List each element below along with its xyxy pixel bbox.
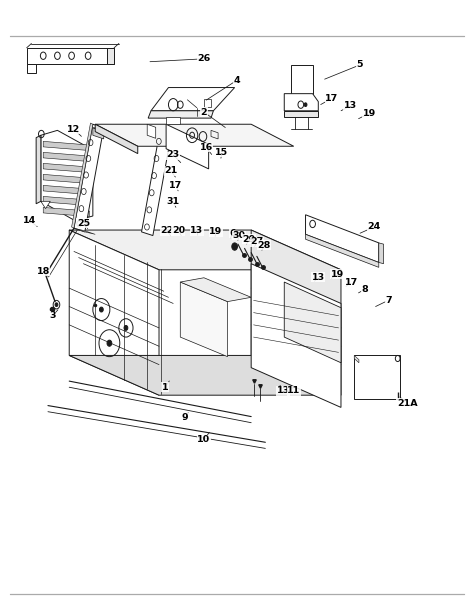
Polygon shape bbox=[93, 128, 172, 132]
Polygon shape bbox=[27, 48, 114, 64]
Text: 31: 31 bbox=[167, 197, 180, 206]
Text: 7: 7 bbox=[385, 296, 392, 305]
Text: 13: 13 bbox=[312, 273, 325, 281]
Polygon shape bbox=[93, 128, 104, 139]
Polygon shape bbox=[107, 48, 114, 64]
Polygon shape bbox=[43, 185, 90, 194]
Polygon shape bbox=[251, 230, 341, 395]
Text: 10: 10 bbox=[197, 435, 210, 444]
Text: 9: 9 bbox=[182, 413, 188, 422]
Polygon shape bbox=[292, 65, 313, 94]
Text: 19: 19 bbox=[330, 270, 344, 278]
Polygon shape bbox=[306, 215, 379, 262]
Polygon shape bbox=[95, 124, 294, 147]
Polygon shape bbox=[284, 111, 318, 117]
Text: 24: 24 bbox=[367, 223, 381, 232]
Polygon shape bbox=[72, 123, 93, 228]
Polygon shape bbox=[379, 243, 383, 264]
Polygon shape bbox=[43, 164, 90, 172]
Polygon shape bbox=[142, 128, 172, 235]
Polygon shape bbox=[151, 88, 235, 111]
Polygon shape bbox=[43, 196, 90, 205]
Text: 17: 17 bbox=[325, 94, 338, 103]
Text: 25: 25 bbox=[77, 219, 90, 228]
Polygon shape bbox=[147, 124, 156, 139]
Polygon shape bbox=[306, 234, 379, 267]
Text: 19: 19 bbox=[209, 227, 222, 237]
Text: 23: 23 bbox=[167, 150, 180, 159]
Text: 13: 13 bbox=[277, 386, 290, 395]
Text: 16: 16 bbox=[200, 143, 213, 152]
Polygon shape bbox=[95, 124, 138, 154]
Polygon shape bbox=[166, 117, 180, 124]
Text: 14: 14 bbox=[23, 216, 36, 226]
Text: 26: 26 bbox=[197, 55, 210, 63]
Text: 27: 27 bbox=[250, 237, 264, 246]
Polygon shape bbox=[43, 142, 90, 151]
Text: 30: 30 bbox=[233, 231, 246, 240]
Text: 17: 17 bbox=[345, 278, 358, 286]
Polygon shape bbox=[354, 356, 359, 363]
Text: 4: 4 bbox=[234, 75, 240, 85]
Text: 5: 5 bbox=[356, 61, 363, 69]
Polygon shape bbox=[166, 124, 209, 169]
Circle shape bbox=[107, 340, 112, 346]
Circle shape bbox=[100, 307, 103, 312]
Text: 8: 8 bbox=[361, 285, 368, 294]
Polygon shape bbox=[354, 356, 400, 400]
Polygon shape bbox=[27, 64, 36, 73]
Polygon shape bbox=[43, 207, 90, 216]
Text: 22: 22 bbox=[160, 226, 173, 235]
Text: 1: 1 bbox=[162, 383, 168, 392]
Text: 20: 20 bbox=[172, 226, 185, 235]
Circle shape bbox=[124, 326, 128, 330]
Text: 11: 11 bbox=[287, 386, 301, 395]
Polygon shape bbox=[41, 201, 50, 208]
Polygon shape bbox=[75, 221, 85, 228]
Polygon shape bbox=[284, 282, 341, 363]
Polygon shape bbox=[251, 264, 341, 408]
Polygon shape bbox=[41, 131, 93, 221]
Text: 28: 28 bbox=[258, 241, 271, 250]
Circle shape bbox=[304, 103, 307, 107]
Text: 19: 19 bbox=[363, 109, 376, 118]
Circle shape bbox=[232, 243, 237, 250]
Polygon shape bbox=[284, 94, 318, 111]
Polygon shape bbox=[36, 135, 41, 204]
Text: 13: 13 bbox=[344, 101, 357, 110]
Polygon shape bbox=[69, 230, 341, 270]
Text: 29: 29 bbox=[242, 235, 255, 244]
Text: 17: 17 bbox=[169, 181, 182, 190]
Polygon shape bbox=[74, 228, 95, 234]
Text: 21A: 21A bbox=[397, 398, 418, 408]
Polygon shape bbox=[148, 111, 213, 118]
Text: 13: 13 bbox=[190, 226, 203, 235]
Polygon shape bbox=[69, 230, 159, 395]
Text: 2: 2 bbox=[201, 107, 207, 116]
Text: 15: 15 bbox=[215, 148, 228, 157]
Polygon shape bbox=[180, 282, 228, 357]
Polygon shape bbox=[69, 356, 341, 395]
Polygon shape bbox=[180, 278, 251, 302]
Polygon shape bbox=[74, 124, 104, 232]
Text: 6: 6 bbox=[229, 229, 236, 238]
Polygon shape bbox=[43, 153, 90, 162]
Text: 18: 18 bbox=[36, 267, 50, 275]
Text: 21: 21 bbox=[164, 166, 177, 175]
Text: 12: 12 bbox=[67, 124, 81, 134]
Text: 3: 3 bbox=[49, 311, 56, 320]
Circle shape bbox=[55, 303, 58, 306]
Polygon shape bbox=[43, 174, 90, 183]
